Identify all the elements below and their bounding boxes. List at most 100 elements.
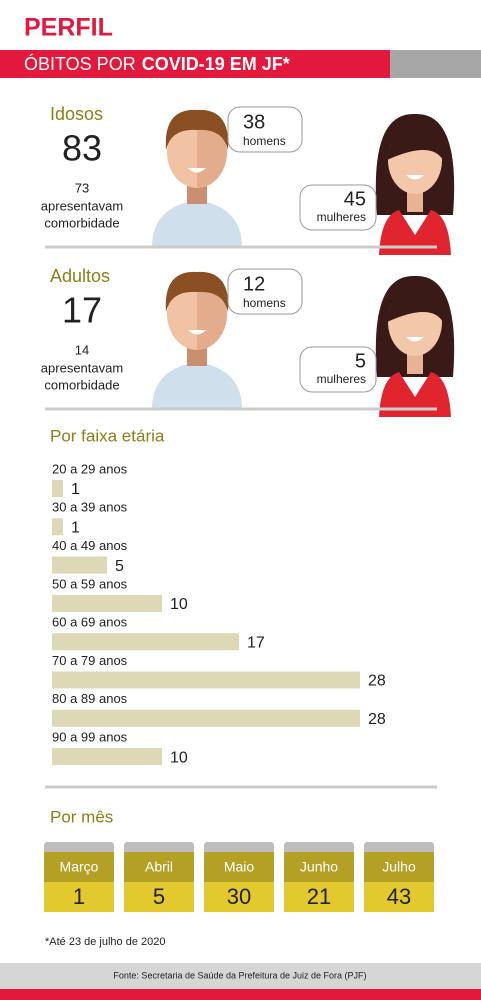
- subtitle-bold: COVID-19 EM JF*: [142, 54, 290, 74]
- calendar-header: [124, 852, 194, 882]
- category-label: 60 a 69 anos: [52, 615, 128, 630]
- month-name: Junho: [300, 859, 338, 875]
- group-total: 17: [62, 290, 102, 331]
- title-band-gray: [390, 50, 481, 78]
- month-value: 43: [387, 884, 411, 909]
- month-name: Abril: [145, 859, 173, 875]
- source-band: [0, 963, 481, 989]
- calendar-top: [204, 842, 274, 854]
- category-label: 90 a 99 anos: [52, 730, 128, 745]
- women-count: 5: [355, 350, 366, 372]
- man-hair: [165, 109, 229, 150]
- bar: [52, 671, 360, 689]
- man-shirt: [152, 200, 242, 247]
- section-title: Por mês: [50, 807, 113, 826]
- women-label: mulheres: [317, 372, 366, 386]
- women-label: mulheres: [317, 210, 366, 224]
- category-label: 30 a 39 anos: [52, 500, 128, 515]
- calendar-body: [124, 882, 194, 912]
- calendar-top: [364, 842, 434, 854]
- woman-hair-front: [387, 125, 444, 160]
- woman-neck: [407, 188, 423, 212]
- bar: [52, 556, 107, 574]
- man-neck: [187, 182, 207, 204]
- category-label: 40 a 49 anos: [52, 538, 128, 553]
- man-hair: [165, 271, 229, 312]
- calendar-body: [204, 882, 274, 912]
- value-label: 17: [247, 634, 265, 651]
- calendar-body: [284, 882, 354, 912]
- men-bubble: [227, 106, 303, 153]
- comorbidity-count: 73: [75, 180, 89, 195]
- calendar-top: [284, 842, 354, 854]
- men-bubble: [227, 268, 303, 315]
- woman-neck: [407, 350, 423, 374]
- month-name: Março: [60, 859, 99, 875]
- men-count: 12: [243, 273, 265, 295]
- calendar-header: [204, 852, 274, 882]
- group-label: Adultos: [50, 266, 110, 286]
- women-count: 45: [344, 188, 366, 210]
- month-value: 5: [153, 884, 165, 909]
- month-value: 21: [307, 884, 331, 909]
- month-name: Julho: [382, 859, 416, 875]
- calendar-header: [364, 852, 434, 882]
- group-label: Idosos: [50, 104, 103, 124]
- bottom-stripe: [0, 989, 481, 1000]
- comorbidity-text: apresentavam: [41, 198, 123, 213]
- calendar-top: [124, 842, 194, 854]
- woman-smile: [406, 175, 424, 180]
- month-value: 30: [227, 884, 251, 909]
- title-band: [0, 50, 390, 78]
- calendar-body: [44, 882, 114, 912]
- month-name: Maio: [224, 859, 255, 875]
- bar: [52, 480, 63, 497]
- bar: [52, 633, 239, 651]
- footnote: *Até 23 de julho de 2020: [45, 936, 166, 948]
- value-label: 1: [71, 520, 80, 537]
- bar: [52, 518, 63, 536]
- value-label: 10: [170, 749, 188, 766]
- section-title: Por faixa etária: [50, 426, 165, 445]
- category-label: 50 a 59 anos: [52, 576, 128, 591]
- month-value: 1: [73, 884, 85, 909]
- woman-smile: [406, 337, 424, 342]
- subtitle-prefix: ÓBITOS POR: [24, 53, 136, 74]
- men-count: 38: [243, 111, 265, 133]
- woman-hair-front: [387, 287, 444, 322]
- comorbidity-text: comorbidade: [44, 377, 119, 392]
- value-label: 5: [115, 558, 124, 575]
- value-label: 1: [71, 481, 80, 498]
- comorbidity-text: comorbidade: [44, 215, 119, 230]
- group-total: 83: [62, 128, 102, 169]
- man-neck: [187, 344, 207, 366]
- bar: [52, 709, 360, 727]
- calendar-header: [284, 852, 354, 882]
- man-shirt: [152, 362, 242, 409]
- category-label: 80 a 89 anos: [52, 691, 128, 706]
- men-label: homens: [243, 296, 286, 310]
- page-title: PERFIL: [24, 14, 113, 42]
- source: Fonte: Secretaria de Saúde da Prefeitura…: [113, 970, 366, 980]
- calendar-top: [44, 842, 114, 854]
- calendar-header: [44, 852, 114, 882]
- woman-dress: [379, 372, 451, 417]
- woman-dress: [379, 210, 451, 255]
- calendar-body: [364, 882, 434, 912]
- man-smile: [188, 168, 206, 173]
- value-label: 28: [368, 711, 386, 728]
- bar: [52, 748, 162, 766]
- women-bubble: [299, 346, 377, 393]
- subtitle: ÓBITOS POR COVID-19 EM JF*: [24, 53, 290, 74]
- category-label: 20 a 29 anos: [52, 461, 128, 476]
- man-smile: [188, 330, 206, 335]
- bar: [52, 594, 162, 612]
- comorbidity-count: 14: [75, 342, 89, 357]
- value-label: 28: [368, 673, 386, 690]
- value-label: 10: [170, 596, 188, 613]
- comorbidity-text: apresentavam: [41, 360, 123, 375]
- men-label: homens: [243, 134, 286, 148]
- women-bubble: [299, 184, 377, 231]
- category-label: 70 a 79 anos: [52, 653, 128, 668]
